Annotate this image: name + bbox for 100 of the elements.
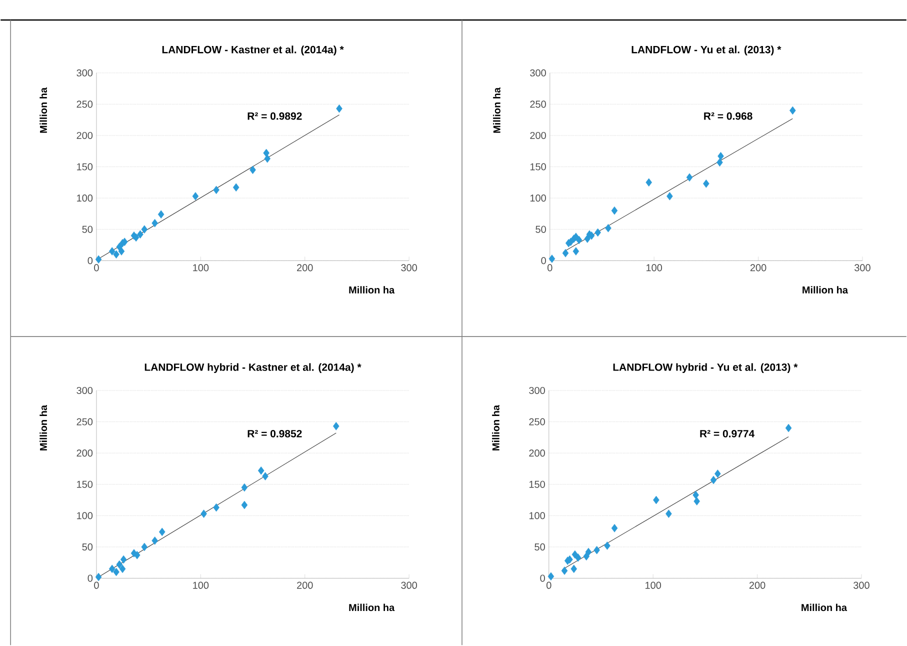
x-tick-label: 100 bbox=[193, 582, 209, 590]
y-tick-label: 300 bbox=[529, 387, 545, 394]
x-tick-label: 200 bbox=[297, 582, 313, 590]
point bbox=[120, 556, 127, 564]
point bbox=[611, 524, 618, 533]
y-tick-label: 150 bbox=[529, 481, 545, 488]
y-tick-label: 50 bbox=[82, 544, 93, 551]
x-tick-label: 0 bbox=[546, 582, 552, 590]
point bbox=[113, 568, 120, 576]
x-tick-label: 100 bbox=[646, 582, 662, 590]
point bbox=[548, 254, 556, 264]
point bbox=[152, 219, 158, 228]
point bbox=[604, 542, 610, 550]
y-tick-label: 200 bbox=[76, 450, 93, 457]
annotation: R² = 0.9892 bbox=[248, 112, 302, 120]
x-tick-label: 0 bbox=[547, 264, 552, 272]
point bbox=[576, 236, 582, 244]
annotation: R² = 0.968 bbox=[704, 112, 752, 120]
point bbox=[561, 566, 568, 576]
point bbox=[785, 424, 792, 432]
chart-title: LANDFLOW hybrid - Kastner et al. (2014a) * bbox=[144, 363, 362, 374]
point bbox=[95, 573, 102, 582]
point bbox=[605, 224, 612, 232]
x-tick-label: 300 bbox=[401, 582, 417, 590]
chart-title: LANDFLOW - Yu et al. (2013) * bbox=[632, 46, 782, 56]
point bbox=[336, 104, 342, 113]
point bbox=[241, 501, 248, 510]
y-tick-label: 0 bbox=[88, 574, 93, 582]
x-tick-label: 0 bbox=[94, 582, 99, 590]
y-tick-label: 300 bbox=[76, 387, 93, 394]
point bbox=[232, 184, 240, 192]
x-tick-label: 0 bbox=[94, 264, 99, 272]
point bbox=[134, 551, 140, 560]
y-tick-label: 150 bbox=[77, 163, 93, 171]
point bbox=[594, 546, 600, 554]
y-tick-label: 200 bbox=[529, 450, 545, 457]
x-tick-label: 200 bbox=[297, 264, 313, 272]
point bbox=[118, 247, 125, 256]
y-tick-label: 0 bbox=[88, 257, 93, 264]
point bbox=[250, 166, 256, 174]
x-axis-title: Million ha bbox=[802, 286, 848, 294]
y-tick-label: 100 bbox=[529, 512, 545, 520]
point bbox=[192, 192, 199, 201]
x-tick-label: 300 bbox=[854, 264, 870, 272]
x-tick-label: 100 bbox=[193, 264, 209, 272]
point bbox=[570, 564, 578, 574]
x-tick-label: 100 bbox=[646, 264, 662, 272]
y-tick-label: 300 bbox=[76, 70, 93, 77]
y-tick-label: 150 bbox=[77, 481, 93, 488]
y-tick-label: 100 bbox=[530, 194, 546, 202]
point bbox=[594, 228, 601, 237]
point bbox=[703, 180, 710, 188]
point bbox=[585, 548, 592, 556]
y-tick-label: 100 bbox=[77, 512, 93, 520]
point bbox=[213, 186, 220, 194]
point bbox=[611, 206, 618, 215]
point bbox=[574, 554, 582, 562]
y-tick-label: 300 bbox=[530, 70, 546, 77]
y-tick-label: 200 bbox=[76, 132, 93, 140]
y-axis-title: Million ha bbox=[493, 88, 500, 134]
y-tick-label: 100 bbox=[77, 194, 93, 202]
y-axis-title: Million ha bbox=[40, 88, 47, 134]
point bbox=[200, 510, 207, 518]
y-tick-label: 250 bbox=[530, 100, 546, 108]
point bbox=[694, 497, 700, 506]
point bbox=[213, 504, 220, 512]
x-tick-label: 200 bbox=[750, 264, 766, 272]
x-axis-title: Million ha bbox=[349, 286, 395, 294]
point bbox=[653, 496, 660, 504]
chart-title: LANDFLOW - Kastner et al. (2014a) * bbox=[162, 46, 344, 56]
y-tick-label: 250 bbox=[76, 418, 93, 426]
point bbox=[141, 225, 148, 234]
y-tick-label: 0 bbox=[541, 257, 546, 264]
x-tick-label: 200 bbox=[749, 582, 766, 590]
y-tick-label: 250 bbox=[529, 418, 545, 426]
point bbox=[718, 152, 724, 160]
y-axis-title: Million ha bbox=[492, 405, 500, 451]
point bbox=[572, 247, 580, 256]
point bbox=[716, 158, 723, 167]
point bbox=[108, 564, 116, 574]
annotation: R² = 0.9852 bbox=[248, 430, 302, 438]
point bbox=[241, 484, 248, 492]
y-tick-label: 250 bbox=[76, 100, 93, 108]
point bbox=[686, 173, 693, 182]
x-axis-title: Million ha bbox=[349, 604, 395, 612]
point bbox=[562, 249, 569, 258]
y-tick-label: 50 bbox=[536, 226, 546, 234]
point bbox=[646, 178, 652, 187]
point bbox=[116, 560, 123, 569]
point bbox=[113, 250, 120, 259]
point bbox=[332, 422, 340, 431]
point bbox=[692, 491, 699, 500]
y-tick-label: 50 bbox=[534, 544, 545, 551]
point bbox=[95, 255, 102, 264]
point bbox=[710, 476, 717, 484]
annotation: R² = 0.9774 bbox=[700, 430, 755, 438]
point bbox=[158, 210, 164, 219]
y-axis-title: Million ha bbox=[40, 405, 47, 451]
point bbox=[137, 230, 144, 239]
point bbox=[152, 536, 158, 546]
